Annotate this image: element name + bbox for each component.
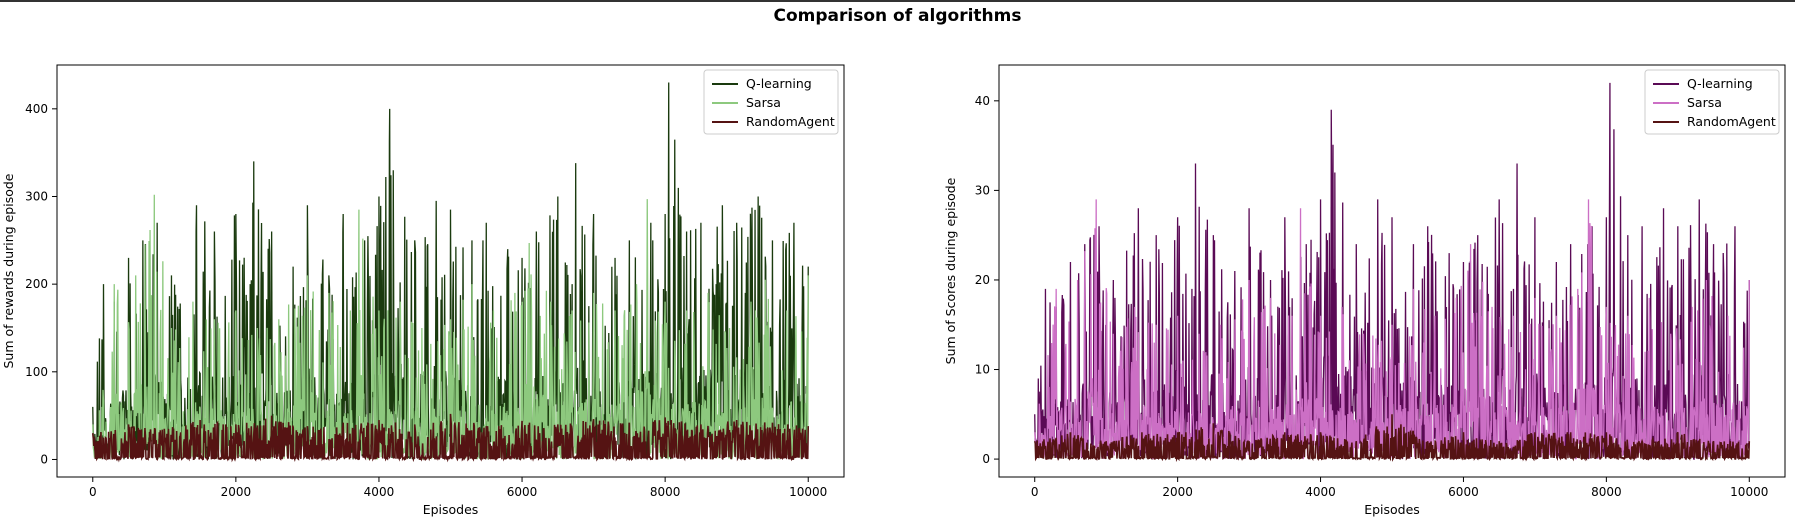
x-tick-label: 0 bbox=[1031, 485, 1039, 499]
x-tick-label: 6000 bbox=[507, 485, 538, 499]
x-tick-label: 10000 bbox=[789, 485, 827, 499]
legend-box bbox=[1644, 69, 1780, 135]
legend-box bbox=[703, 69, 839, 135]
x-tick-label: 0 bbox=[89, 485, 97, 499]
chart-panel-2: 0 2000 4000 6000 8000 10000 0 10 20 30 40 Episodes S… bbox=[943, 64, 1786, 517]
x-tick-label: 4000 bbox=[1305, 485, 1336, 499]
y-tick-label: 200 bbox=[25, 277, 48, 291]
plot-frame bbox=[56, 64, 845, 478]
x-tick-label: 6000 bbox=[1448, 485, 1479, 499]
y-tick-label: 30 bbox=[975, 183, 990, 197]
legend-label: RandomAgent bbox=[746, 114, 835, 129]
legend-label: Q-learning bbox=[746, 76, 812, 91]
top-border bbox=[0, 0, 1795, 2]
x-axis-label: Episodes bbox=[423, 502, 479, 517]
y-axis-label: Sum of Scores during episode bbox=[943, 177, 958, 364]
x-tick-label: 2000 bbox=[221, 485, 252, 499]
y-tick-label: 400 bbox=[25, 102, 48, 116]
x-tick-label: 8000 bbox=[1591, 485, 1622, 499]
x-tick-label: 2000 bbox=[1162, 485, 1193, 499]
y-tick-label: 0 bbox=[982, 452, 990, 466]
legend: Q-learning Sarsa RandomAgent bbox=[1644, 69, 1780, 135]
series-line-q-learning bbox=[92, 82, 809, 460]
chart-panel-1: 0 2000 4000 6000 8000 10000 0 100 200 300 400 Episo… bbox=[1, 64, 845, 517]
series-line-randomagent bbox=[91, 413, 810, 463]
legend-label: Sarsa bbox=[1687, 95, 1722, 110]
legend: Q-learning Sarsa RandomAgent bbox=[703, 69, 839, 135]
plot-frame bbox=[998, 64, 1786, 478]
y-tick-label: 40 bbox=[975, 94, 990, 108]
legend-label: RandomAgent bbox=[1687, 114, 1776, 129]
legend-label: Q-learning bbox=[1687, 76, 1753, 91]
x-axis-label: Episodes bbox=[1364, 502, 1420, 517]
x-tick-label: 8000 bbox=[650, 485, 681, 499]
y-tick-label: 0 bbox=[40, 452, 48, 466]
y-tick-label: 300 bbox=[25, 189, 48, 203]
y-axis-label: Sum of rewards during episode bbox=[1, 173, 16, 368]
x-tick-label: 10000 bbox=[1730, 485, 1768, 499]
y-tick-label: 100 bbox=[25, 365, 48, 379]
y-tick-label: 10 bbox=[975, 363, 990, 377]
series-line-randomagent bbox=[1033, 414, 1751, 463]
legend-label: Sarsa bbox=[746, 95, 781, 110]
figure-title: Comparison of algorithms bbox=[773, 6, 1022, 26]
y-tick-label: 20 bbox=[975, 273, 990, 287]
x-tick-label: 4000 bbox=[364, 485, 395, 499]
